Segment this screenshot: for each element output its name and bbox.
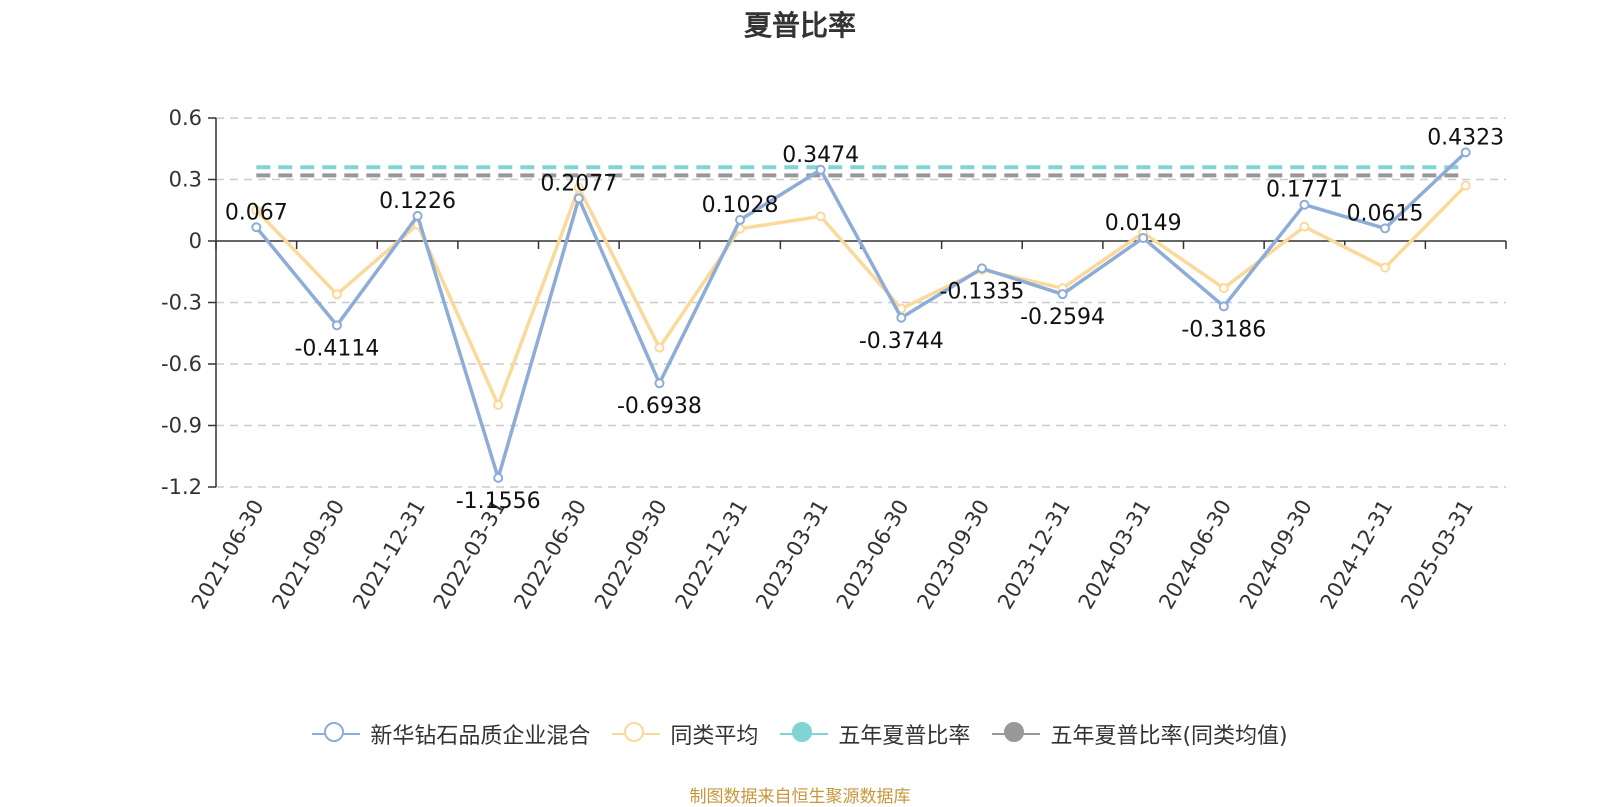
series-point <box>976 263 987 274</box>
series-point <box>654 378 665 389</box>
data-label: 0.1771 <box>1266 178 1343 203</box>
series-point <box>1218 301 1229 312</box>
x-tick-label: 2023-09-30 <box>912 496 994 614</box>
data-label: -0.3186 <box>1181 317 1266 342</box>
legend-item-five-year-sharpe-peer[interactable]: 五年夏普比率(同类均值) <box>992 718 1288 750</box>
series-point <box>251 222 262 233</box>
legend-swatch-icon <box>992 719 1041 749</box>
data-label: -1.1556 <box>456 489 541 514</box>
series-point <box>1380 223 1391 234</box>
legend-swatch-icon <box>312 719 361 749</box>
data-label: 0.3474 <box>782 143 859 168</box>
series-point <box>1460 147 1471 158</box>
series-point <box>493 400 504 410</box>
series-point <box>1380 262 1391 273</box>
y-tick-label: -0.3 <box>161 291 202 315</box>
legend-label: 新华钻石品质企业混合 <box>370 724 591 749</box>
legend-swatch-icon <box>780 719 829 749</box>
y-tick-label: -0.6 <box>161 352 202 376</box>
series-point <box>251 205 262 216</box>
x-tick-label: 2024-12-31 <box>1316 496 1398 614</box>
legend-label: 五年夏普比率(同类均值) <box>1050 724 1288 749</box>
series-point <box>331 289 342 300</box>
series-point <box>573 193 584 204</box>
x-tick-label: 2021-06-30 <box>187 496 269 614</box>
y-tick-label: 0 <box>189 229 202 253</box>
data-label: 0.1226 <box>379 189 456 214</box>
legend: 新华钻石品质企业混合 同类平均 五年夏普比率 五年夏普比率(同类均值) <box>0 718 1600 750</box>
legend-item-fund[interactable]: 新华钻石品质企业混合 <box>312 718 590 750</box>
series-point <box>654 342 665 353</box>
x-tick-label: 2023-06-30 <box>832 496 914 614</box>
y-tick-label: 0.6 <box>169 106 202 130</box>
series-point <box>412 210 423 221</box>
series-point <box>1460 180 1471 191</box>
x-tick-label: 2024-06-30 <box>1154 496 1236 614</box>
x-tick-label: 2024-03-31 <box>1074 496 1156 614</box>
series-point <box>1299 199 1310 210</box>
y-tick-label: -0.9 <box>161 414 202 438</box>
series-line <box>255 184 1467 407</box>
chart-title: 夏普比率 <box>743 9 856 42</box>
x-tick-label: 2023-03-31 <box>751 496 833 614</box>
data-label: -0.2594 <box>1020 305 1105 330</box>
series-point <box>331 320 342 331</box>
y-tick-label: 0.3 <box>169 168 202 192</box>
source-note: 制图数据来自恒生聚源数据库 <box>689 787 911 807</box>
x-tick-label: 2023-12-31 <box>993 496 1075 614</box>
series-point <box>815 164 826 175</box>
series-point <box>896 312 907 323</box>
legend-item-peer-average[interactable]: 同类平均 <box>612 718 758 750</box>
legend-swatch-icon <box>612 719 661 749</box>
x-tick-label: 2022-12-31 <box>671 496 753 614</box>
x-tick-label: 2021-12-31 <box>348 496 430 614</box>
series-point <box>815 211 826 222</box>
legend-label: 同类平均 <box>670 724 759 749</box>
y-tick-label: -1.2 <box>161 475 202 499</box>
series-point <box>1057 289 1068 300</box>
series-layer <box>251 147 1471 483</box>
data-label: 0.0615 <box>1347 201 1424 226</box>
legend-label: 五年夏普比率 <box>838 724 971 749</box>
data-label: 0.2077 <box>540 171 617 196</box>
data-label: -0.3744 <box>859 329 944 354</box>
data-label: -0.1335 <box>939 279 1024 304</box>
data-label: 0.0149 <box>1105 211 1182 236</box>
data-label: 0.067 <box>225 200 288 225</box>
x-tick-label: 2025-03-31 <box>1396 496 1478 614</box>
x-tick-label: 2022-09-30 <box>590 496 672 614</box>
data-label: -0.6938 <box>617 394 702 419</box>
series-point <box>1299 221 1310 232</box>
chart-plot: 0.6 0.3 0 -0.3 -0.6 -0.9 -1.22021-06-302021-09… <box>161 106 1507 614</box>
series-point <box>573 182 584 193</box>
series-point <box>1138 232 1149 243</box>
data-label: -0.4114 <box>294 336 379 361</box>
series-point <box>735 214 746 225</box>
series-line <box>254 151 1467 480</box>
data-label-layer: 0.067 -0.4114 0.1226 -1.1556 0.2077 -0.6938 0.… <box>225 125 1504 514</box>
x-tick-label: 2021-09-30 <box>267 496 349 614</box>
x-tick-label: 2024-09-30 <box>1235 496 1317 614</box>
data-label: 0.4323 <box>1427 125 1504 150</box>
legend-item-five-year-sharpe[interactable]: 五年夏普比率 <box>780 718 970 750</box>
series-point <box>493 472 504 483</box>
grid-layer <box>216 117 1506 488</box>
series-point <box>1218 283 1229 294</box>
data-label: 0.1028 <box>702 193 779 218</box>
